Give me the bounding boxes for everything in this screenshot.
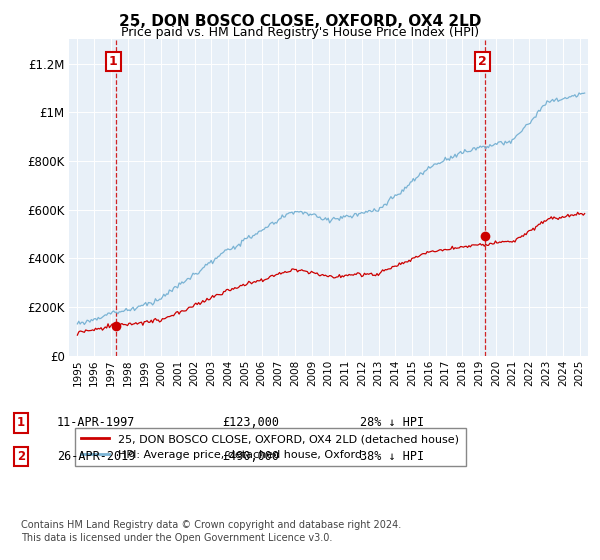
Text: 2: 2: [478, 55, 487, 68]
Legend: 25, DON BOSCO CLOSE, OXFORD, OX4 2LD (detached house), HPI: Average price, detac: 25, DON BOSCO CLOSE, OXFORD, OX4 2LD (de…: [74, 428, 466, 466]
Text: 2: 2: [17, 450, 25, 463]
Text: £490,000: £490,000: [222, 450, 279, 463]
Text: 1: 1: [17, 416, 25, 430]
Text: 28% ↓ HPI: 28% ↓ HPI: [360, 416, 424, 430]
Text: 25, DON BOSCO CLOSE, OXFORD, OX4 2LD: 25, DON BOSCO CLOSE, OXFORD, OX4 2LD: [119, 14, 481, 29]
Text: Price paid vs. HM Land Registry's House Price Index (HPI): Price paid vs. HM Land Registry's House …: [121, 26, 479, 39]
Text: £123,000: £123,000: [222, 416, 279, 430]
Text: 26-APR-2019: 26-APR-2019: [57, 450, 136, 463]
Text: 1: 1: [109, 55, 118, 68]
Text: This data is licensed under the Open Government Licence v3.0.: This data is licensed under the Open Gov…: [21, 533, 332, 543]
Text: 11-APR-1997: 11-APR-1997: [57, 416, 136, 430]
Text: 38% ↓ HPI: 38% ↓ HPI: [360, 450, 424, 463]
Text: Contains HM Land Registry data © Crown copyright and database right 2024.: Contains HM Land Registry data © Crown c…: [21, 520, 401, 530]
